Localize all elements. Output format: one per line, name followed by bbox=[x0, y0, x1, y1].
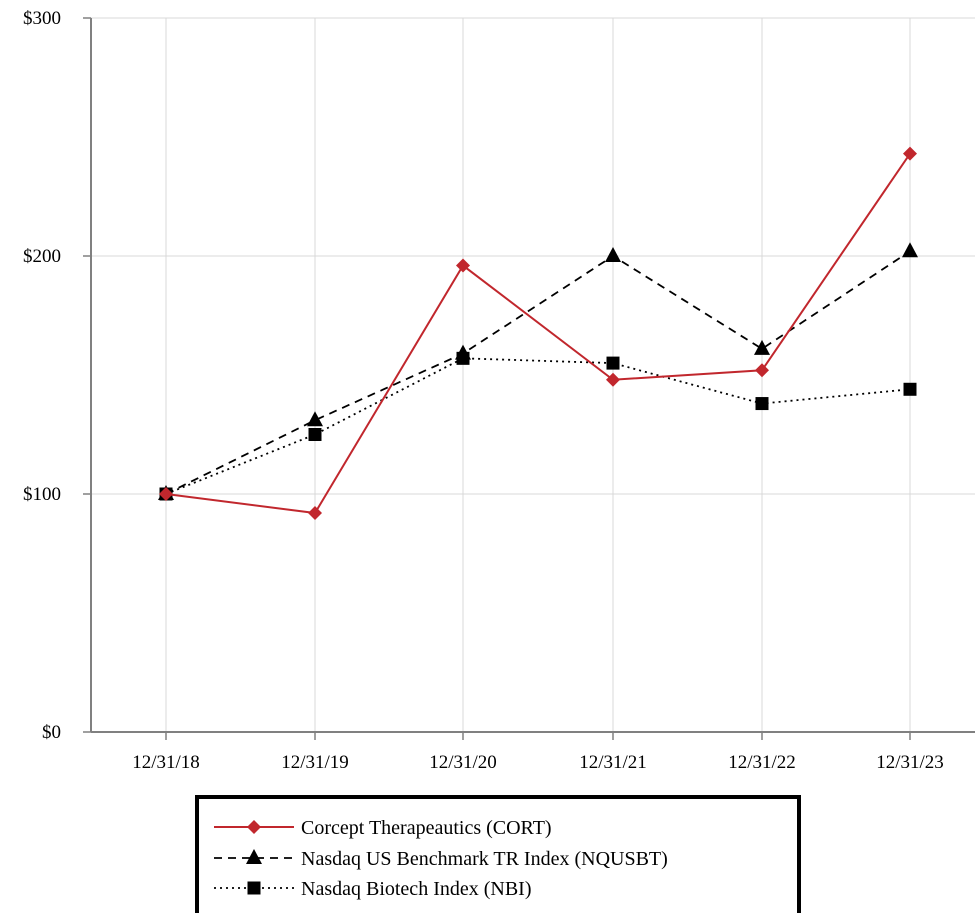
data-point-marker bbox=[455, 344, 471, 360]
data-point-marker bbox=[606, 372, 620, 387]
x-tick-label: 12/31/20 bbox=[429, 752, 497, 773]
legend: Corcept Therapeautics (CORT) Nasdaq US Be… bbox=[195, 795, 801, 918]
x-tick-label: 12/31/19 bbox=[281, 752, 349, 773]
series-2 bbox=[159, 351, 917, 501]
data-point-marker bbox=[754, 339, 770, 355]
legend-marker bbox=[246, 849, 262, 864]
data-point-marker bbox=[159, 487, 173, 501]
data-point-marker bbox=[903, 146, 917, 161]
data-point-marker bbox=[308, 428, 322, 441]
x-tick-label: 12/31/18 bbox=[132, 752, 200, 773]
data-point-marker bbox=[308, 506, 322, 521]
grid-layer bbox=[91, 17, 975, 732]
series-line bbox=[165, 357, 911, 495]
data-point-marker bbox=[605, 247, 621, 262]
legend-label: Corcept Therapeautics (CORT) bbox=[301, 817, 552, 839]
series-0 bbox=[159, 146, 917, 521]
data-point-marker bbox=[606, 356, 620, 370]
series-layer bbox=[158, 146, 918, 521]
y-tick-label: $200 bbox=[23, 246, 61, 267]
x-tick-label: 12/31/23 bbox=[876, 752, 944, 773]
data-point-marker bbox=[903, 382, 917, 396]
legend-marker bbox=[247, 881, 261, 895]
series-line bbox=[165, 153, 911, 515]
y-tick-label: $100 bbox=[23, 484, 61, 505]
data-point-marker bbox=[456, 258, 470, 273]
data-point-marker bbox=[902, 242, 918, 258]
legend-label: Nasdaq US Benchmark TR Index (NQUSBT) bbox=[301, 848, 668, 870]
data-point-marker bbox=[307, 411, 323, 427]
x-tick-label: 12/31/22 bbox=[728, 752, 796, 773]
y-tick-label: $300 bbox=[23, 8, 61, 29]
x-tick-label: 12/31/21 bbox=[579, 752, 647, 773]
data-point-marker bbox=[755, 397, 769, 411]
legend-marker bbox=[247, 820, 261, 834]
series-1 bbox=[158, 242, 918, 500]
legend-label: Nasdaq Biotech Index (NBI) bbox=[301, 878, 532, 900]
axis-layer: $0 $100 $200 $300 12/31/18 12/31/19 12/31/20 12… bbox=[23, 8, 975, 773]
series-line bbox=[165, 250, 911, 495]
y-tick-label: $0 bbox=[42, 722, 61, 743]
data-point-marker bbox=[755, 363, 769, 378]
